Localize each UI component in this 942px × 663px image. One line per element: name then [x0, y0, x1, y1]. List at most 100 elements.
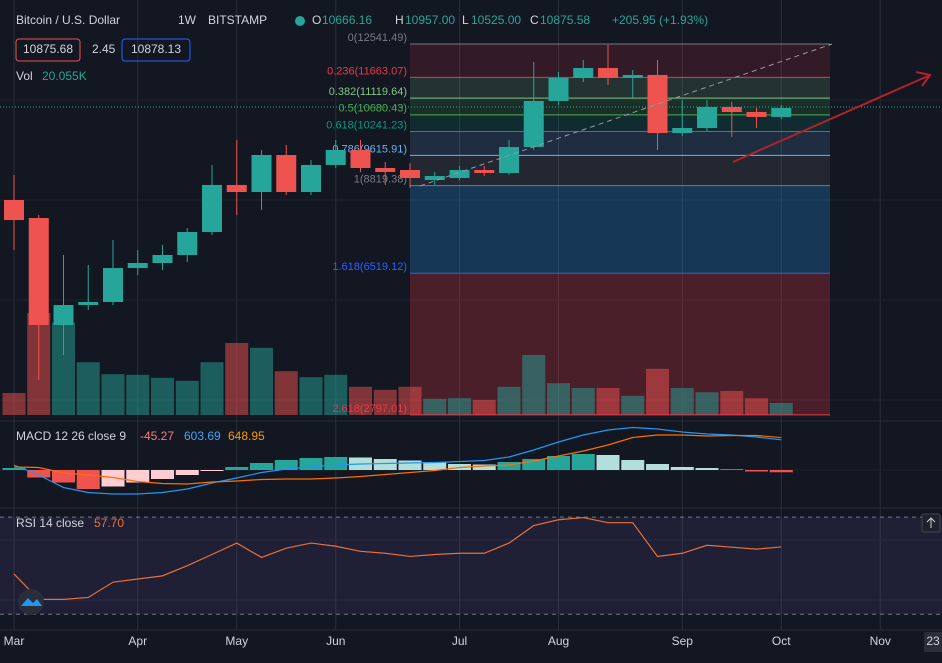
- macd-histogram: [126, 470, 150, 483]
- candle-body: [350, 149, 371, 168]
- candle-body: [548, 77, 569, 101]
- macd-histogram: [2, 468, 26, 470]
- rsi-readout: 57.70: [94, 516, 124, 530]
- volume-label: Vol: [16, 69, 33, 83]
- interval: 1W: [178, 13, 197, 27]
- candle-body: [573, 67, 594, 78]
- candle-body: [424, 175, 445, 180]
- exchange: BITSTAMP: [208, 13, 267, 27]
- x-tick-label: Oct: [772, 634, 791, 648]
- trend-line: [419, 43, 833, 187]
- volume-bar: [324, 374, 348, 415]
- fib-zone: [410, 273, 830, 415]
- macd-histogram: [398, 460, 422, 470]
- ask-box: [121, 38, 191, 62]
- arrow-head: [915, 71, 932, 87]
- macd-histogram: [373, 459, 397, 470]
- fib-zone: [410, 98, 830, 115]
- macd-histogram: [324, 457, 348, 470]
- macd-histogram: [670, 467, 694, 470]
- candle-body: [276, 155, 297, 193]
- x-tick-label: Jul: [452, 634, 467, 648]
- candle-body: [202, 184, 222, 233]
- candle-body: [78, 301, 99, 305]
- candle-body: [647, 74, 668, 133]
- fib-zone: [410, 185, 830, 274]
- fib-label: 0.618(10241.23): [326, 119, 407, 131]
- candle-body: [152, 255, 173, 264]
- volume-bar: [175, 380, 199, 415]
- macd-readout: -45.27: [140, 429, 174, 443]
- fib-zone: [410, 114, 830, 132]
- candle-body: [28, 218, 49, 326]
- volume-bar: [547, 383, 570, 415]
- date-badge-box: [924, 632, 942, 652]
- ohlc-value: 10957.00: [405, 13, 455, 27]
- macd-histogram: [522, 459, 546, 470]
- candle-body: [746, 111, 767, 117]
- fib-label: 1(8819.38): [354, 174, 407, 186]
- bid-box: [15, 38, 81, 62]
- status-dot: [295, 16, 305, 26]
- volume-bar: [522, 355, 546, 415]
- volume-bar: [274, 371, 298, 415]
- candle-body: [474, 170, 495, 174]
- change: +205.95 (+1.93%): [612, 13, 708, 27]
- volume-bar: [571, 388, 595, 415]
- rsi-band: [0, 517, 942, 615]
- fib-label: 0(12541.49): [348, 32, 407, 44]
- volume-bar: [151, 377, 174, 415]
- up-icon: [926, 517, 936, 528]
- candle-body: [400, 170, 420, 178]
- candle-body: [499, 147, 519, 174]
- fib-zone: [410, 131, 830, 156]
- x-tick-label: Nov: [870, 634, 891, 648]
- volume-bar: [373, 389, 397, 415]
- volume-value: 20.055K: [42, 69, 87, 83]
- macd-histogram: [27, 470, 51, 478]
- x-tick-label: Apr: [128, 634, 147, 648]
- candle-body: [103, 268, 123, 302]
- rsi-title: RSI 14 close: [16, 516, 84, 530]
- macd-readout: 648.95: [228, 429, 265, 443]
- macd-line: [13, 434, 782, 485]
- macd-histogram: [596, 455, 620, 470]
- rsi-line: [13, 516, 782, 601]
- volume-bar: [596, 388, 620, 415]
- x-tick-label: Mar: [4, 634, 25, 648]
- macd-histogram: [76, 470, 100, 489]
- volume-bar: [126, 374, 150, 415]
- candle-body: [672, 128, 693, 133]
- fib-zone: [410, 43, 830, 78]
- macd-histogram: [720, 469, 744, 470]
- macd-histogram: [175, 470, 199, 475]
- candle-body: [771, 107, 792, 117]
- volume-bar: [423, 398, 447, 415]
- candle-body: [523, 100, 544, 148]
- volume-bar: [2, 392, 26, 415]
- ohlc-key: H: [395, 13, 404, 27]
- fib-zone: [410, 155, 830, 186]
- volume-bar: [225, 343, 249, 415]
- volume-bar: [52, 322, 75, 415]
- volume-bar: [695, 392, 719, 415]
- fib-label: 2.618(2797.01): [332, 403, 407, 415]
- ohlc-key: C: [530, 13, 539, 27]
- ohlc-key: O: [312, 13, 321, 27]
- volume-bar: [299, 377, 323, 415]
- candle-body: [4, 200, 24, 221]
- macd-histogram: [52, 470, 75, 483]
- volume-bar: [720, 391, 744, 415]
- macd-histogram: [101, 470, 125, 487]
- x-tick-label: Jun: [326, 634, 345, 648]
- candle-body: [53, 304, 74, 326]
- fib-label: 0.236(11663.07): [327, 65, 407, 77]
- candle-body: [177, 232, 198, 256]
- fib-label: 0.382(11119.64): [329, 86, 407, 98]
- macd-histogram: [621, 460, 645, 470]
- fib-label: 0.5(10680.43): [339, 103, 408, 115]
- x-tick-label: Sep: [672, 634, 694, 648]
- candle-body: [375, 167, 396, 172]
- candle-body: [697, 106, 717, 129]
